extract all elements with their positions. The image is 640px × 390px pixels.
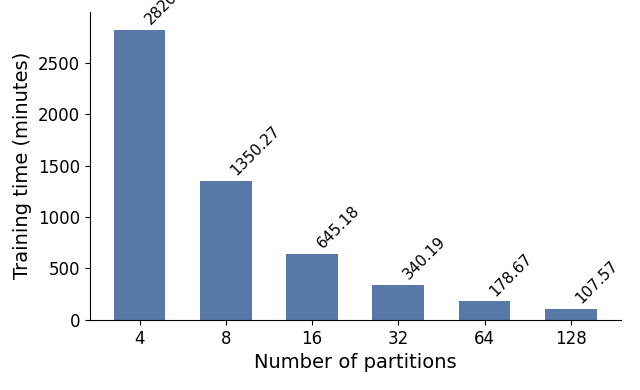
- Y-axis label: Training time (minutes): Training time (minutes): [13, 52, 32, 279]
- Text: 2820.51: 2820.51: [142, 0, 197, 28]
- Bar: [372, 285, 424, 320]
- Bar: [545, 309, 596, 320]
- Text: 340.19: 340.19: [401, 234, 449, 282]
- Bar: [286, 254, 338, 320]
- X-axis label: Number of partitions: Number of partitions: [254, 353, 456, 372]
- Text: 107.57: 107.57: [573, 258, 621, 306]
- Bar: [200, 181, 252, 320]
- Bar: [114, 30, 166, 320]
- Bar: [459, 301, 511, 320]
- Text: 178.67: 178.67: [487, 251, 535, 299]
- Text: 1350.27: 1350.27: [228, 124, 283, 179]
- Text: 645.18: 645.18: [314, 203, 363, 251]
